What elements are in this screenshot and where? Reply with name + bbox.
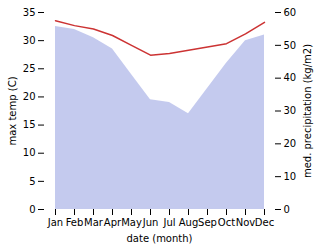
svg-text:15: 15 <box>23 119 36 130</box>
svg-text:May: May <box>121 217 142 228</box>
svg-text:Nov: Nov <box>236 217 256 228</box>
svg-text:Oct: Oct <box>218 217 235 228</box>
svg-text:5: 5 <box>29 176 35 187</box>
svg-text:60: 60 <box>284 7 297 18</box>
svg-text:Jun: Jun <box>142 217 159 228</box>
svg-text:Apr: Apr <box>104 217 122 228</box>
svg-text:Jul: Jul <box>162 217 175 228</box>
svg-text:50: 50 <box>284 40 297 51</box>
svg-text:0: 0 <box>284 204 290 215</box>
svg-text:10: 10 <box>284 171 297 182</box>
svg-text:Sep: Sep <box>198 217 217 228</box>
svg-text:20: 20 <box>23 91 36 102</box>
svg-text:Dec: Dec <box>255 217 274 228</box>
svg-text:0: 0 <box>29 204 35 215</box>
svg-text:35: 35 <box>23 7 36 18</box>
svg-text:Aug: Aug <box>179 217 199 228</box>
svg-text:med. precipitation (kg/m2): med. precipitation (kg/m2) <box>302 44 313 178</box>
svg-text:Mar: Mar <box>84 217 104 228</box>
svg-text:Feb: Feb <box>66 217 84 228</box>
svg-text:max temp (C): max temp (C) <box>7 76 18 145</box>
svg-text:25: 25 <box>23 63 36 74</box>
svg-text:10: 10 <box>23 147 36 158</box>
svg-text:date (month): date (month) <box>127 233 193 244</box>
svg-text:40: 40 <box>284 72 297 83</box>
svg-text:Jan: Jan <box>47 217 63 228</box>
svg-text:30: 30 <box>284 105 297 116</box>
svg-text:20: 20 <box>284 138 297 149</box>
svg-text:30: 30 <box>23 35 36 46</box>
